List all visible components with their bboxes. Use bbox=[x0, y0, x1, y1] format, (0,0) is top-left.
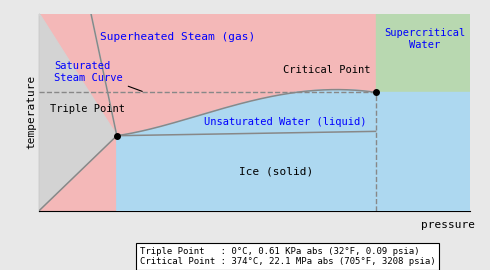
Text: Triple Point   : 0°C, 0.61 KPa abs (32°F, 0.09 psia)
Critical Point : 374°C, 22.: Triple Point : 0°C, 0.61 KPa abs (32°F, … bbox=[140, 247, 435, 266]
Polygon shape bbox=[117, 92, 375, 211]
Text: Critical Point: Critical Point bbox=[283, 65, 370, 75]
Text: pressure: pressure bbox=[421, 220, 475, 231]
Polygon shape bbox=[375, 92, 470, 211]
Text: Superheated Steam (gas): Superheated Steam (gas) bbox=[99, 32, 255, 42]
Text: Supercritical
Water: Supercritical Water bbox=[385, 28, 466, 50]
Text: Ice (solid): Ice (solid) bbox=[239, 166, 314, 176]
Polygon shape bbox=[39, 14, 117, 211]
Polygon shape bbox=[39, 14, 470, 211]
Y-axis label: temperature: temperature bbox=[26, 75, 36, 149]
Polygon shape bbox=[117, 90, 375, 136]
Text: Unsaturated Water (liquid): Unsaturated Water (liquid) bbox=[204, 117, 366, 127]
Text: Triple Point: Triple Point bbox=[50, 104, 125, 114]
Polygon shape bbox=[375, 14, 470, 92]
Text: Saturated
Steam Curve: Saturated Steam Curve bbox=[54, 61, 142, 91]
